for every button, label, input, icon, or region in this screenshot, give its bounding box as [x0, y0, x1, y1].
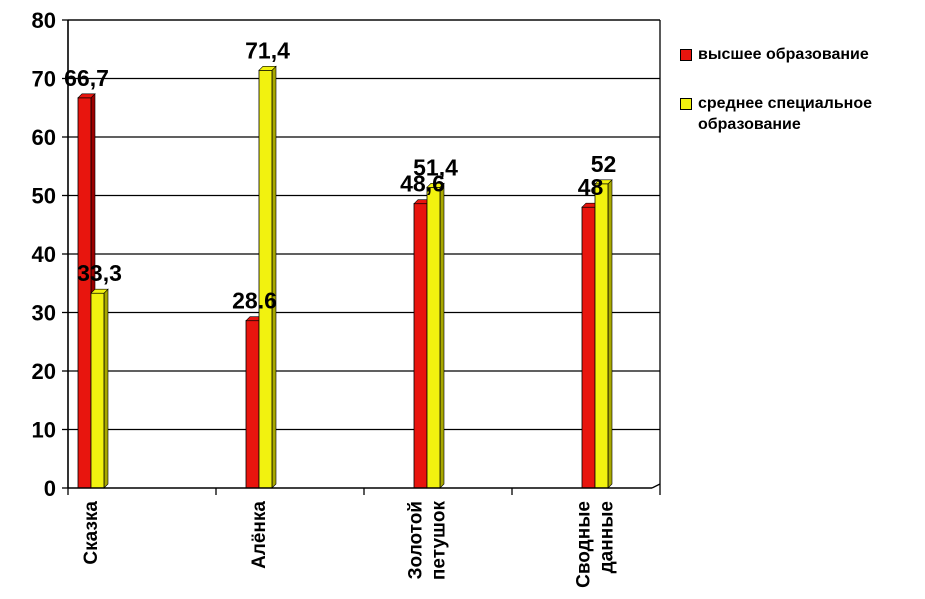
- data-label: 48: [578, 174, 604, 200]
- data-label: 51,4: [413, 154, 458, 180]
- bar-face: [426, 186, 441, 489]
- bar-side: [439, 182, 445, 489]
- x-category-label: данные: [597, 501, 618, 573]
- data-label: 33,3: [77, 260, 122, 286]
- bar-top: [594, 179, 613, 185]
- legend-item-secondary-special-education: среднее специальное образование: [680, 93, 925, 135]
- x-category-label: Сводные: [574, 501, 595, 588]
- y-tick-label: 70: [32, 67, 56, 92]
- bar: [258, 65, 277, 489]
- y-tick-label: 60: [32, 125, 56, 150]
- bar: [426, 182, 445, 489]
- data-label: 71,4: [245, 37, 290, 63]
- y-tick-label: 40: [32, 242, 56, 267]
- legend-swatch-yellow: [680, 98, 692, 110]
- bar-top: [90, 288, 109, 294]
- axes: 0 10 20 30 40 50 60 70 80 Сказка Алёнка Золотой пету…: [32, 8, 661, 588]
- x-category-label: Золотой: [406, 501, 427, 579]
- gridlines: [68, 19, 661, 488]
- legend-label: высшее образование: [698, 46, 869, 63]
- bar-face: [581, 206, 596, 489]
- bar-side: [103, 288, 109, 489]
- x-category-label: петушок: [429, 501, 450, 581]
- bar-top: [258, 66, 277, 71]
- y-tick-label: 80: [32, 8, 56, 33]
- y-tick-label: 20: [32, 359, 56, 384]
- bar-top: [77, 93, 96, 99]
- legend-label: среднее специальное образование: [698, 95, 872, 133]
- bar: [90, 288, 109, 489]
- x-category-label: Сказка: [81, 501, 102, 565]
- bars: [77, 65, 613, 489]
- data-label: 52: [591, 151, 617, 177]
- bar-face: [245, 320, 260, 489]
- bar-face: [413, 203, 428, 489]
- y-tick-label: 30: [32, 301, 56, 326]
- bar-face: [258, 69, 273, 489]
- bar-face: [594, 183, 609, 489]
- data-label: 28.6: [232, 288, 277, 314]
- bar-side: [271, 65, 277, 489]
- y-tick-label: 10: [32, 418, 56, 443]
- data-label: 66,7: [64, 65, 109, 91]
- data-label: 48,6: [400, 171, 445, 197]
- bar: [594, 179, 613, 489]
- y-tick-label: 50: [32, 184, 56, 209]
- legend-swatch-red: [680, 49, 692, 61]
- bar-side: [607, 179, 613, 489]
- x-axis-end: [651, 483, 661, 489]
- legend: высшее образование среднее специальное о…: [680, 44, 925, 163]
- bar-face: [90, 292, 105, 489]
- x-category-label: Алёнка: [249, 501, 270, 569]
- legend-item-higher-education: высшее образование: [680, 44, 925, 65]
- y-tick-label: 0: [44, 476, 56, 501]
- bar-face: [77, 97, 92, 489]
- bar-top: [426, 183, 445, 188]
